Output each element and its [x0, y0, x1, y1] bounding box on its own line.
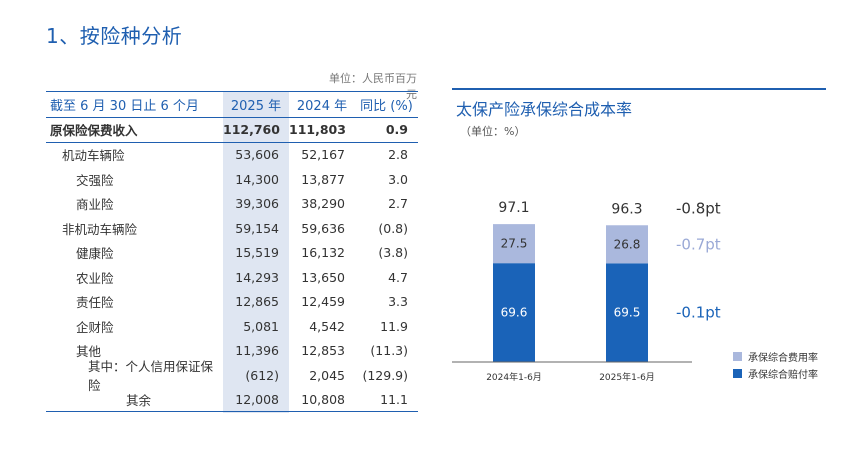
table-row: 企财险 5,081 4,542 11.9 [46, 314, 418, 339]
row-label: 健康险 [76, 246, 114, 262]
header-yoy: 同比 (%) [360, 99, 413, 114]
label-total-1: 96.3 [611, 201, 642, 217]
cell-2024: 16,132 [301, 245, 345, 261]
cell-yoy: (0.8) [378, 220, 408, 236]
table-row: 交强险 14,300 13,877 3.0 [46, 167, 418, 192]
row-label: 责任险 [76, 295, 114, 311]
row-label: 其中：个人信用保证保险 [88, 359, 214, 394]
chart-title: 太保产险承保综合成本率 [456, 100, 633, 119]
cell-yoy: 11.1 [380, 391, 408, 407]
highlight-column-2025 [223, 91, 289, 413]
cell-2025: 12,865 [235, 294, 279, 310]
cell-2025: 11,396 [235, 343, 279, 359]
table-row: 商业险 39,306 38,290 2.7 [46, 192, 418, 217]
cell-2024: 13,650 [301, 269, 345, 285]
row-label: 原保险保费收入 [50, 123, 138, 139]
premium-table: 截至 6 月 30 日止 6 个月 2025 年 2024 年 同比 (%) 原… [46, 91, 418, 413]
cell-2025: 15,519 [235, 245, 279, 261]
label-expense-0: 27.5 [501, 237, 528, 251]
change-label-2: -0.1pt [676, 304, 721, 322]
row-label: 非机动车辆险 [62, 221, 138, 237]
cell-yoy: 3.0 [388, 171, 408, 187]
table-row: 农业险 14,293 13,650 4.7 [46, 265, 418, 290]
cell-2024: 10,808 [301, 391, 345, 407]
cell-2024: 4,542 [309, 318, 345, 334]
bar-loss-0 [493, 263, 535, 362]
cell-2024: 111,803 [289, 122, 346, 138]
chart-unit: （单位：%） [460, 125, 526, 138]
table-row: 其余 12,008 10,808 11.1 [46, 388, 418, 412]
cell-yoy: 11.9 [380, 318, 408, 334]
table-row: 责任险 12,865 12,459 3.3 [46, 290, 418, 315]
table-row: 健康险 15,519 16,132 (3.8) [46, 241, 418, 266]
cell-yoy: 2.7 [388, 196, 408, 212]
legend-item-loss: 承保综合赔付率 [733, 365, 818, 382]
cell-2025: 12,008 [235, 391, 279, 407]
table-row: 其中：个人信用保证保险 (612) 2,045 (129.9) [46, 359, 418, 393]
row-label: 其余 [126, 392, 152, 408]
label-total-0: 97.1 [498, 200, 529, 216]
header-2025: 2025 年 [230, 99, 282, 114]
cell-2024: 13,877 [301, 171, 345, 187]
header-2024: 2024 年 [296, 99, 348, 114]
cell-yoy: (11.3) [370, 343, 408, 359]
category-label-0: 2024年1-6月 [486, 371, 542, 383]
label-expense-1: 26.8 [614, 237, 641, 251]
table-row: 原保险保费收入 112,760 111,803 0.9 [46, 118, 418, 143]
cell-2024: 38,290 [301, 196, 345, 212]
table-unit-label: 单位：人民币百万元 [329, 72, 417, 101]
row-label: 其他 [76, 344, 102, 360]
bar-expense-1 [606, 225, 648, 264]
cell-yoy: (3.8) [378, 245, 408, 261]
cell-yoy: (129.9) [362, 367, 408, 383]
cell-2025: 14,293 [235, 269, 279, 285]
cell-2025: 59,154 [235, 220, 279, 236]
cell-yoy: 3.3 [388, 294, 408, 310]
change-label-1: -0.7pt [676, 235, 721, 253]
bar-loss-1 [606, 263, 648, 362]
cell-2025: 53,606 [235, 147, 279, 163]
cell-yoy: 2.8 [388, 147, 408, 163]
label-loss-1: 69.5 [614, 306, 641, 320]
row-label: 机动车辆险 [62, 148, 125, 164]
cell-2024: 2,045 [309, 367, 345, 383]
header-period: 截至 6 月 30 日止 6 个月 [50, 99, 199, 114]
row-label: 交强险 [76, 172, 114, 188]
legend-label-expense: 承保综合费用率 [748, 353, 818, 364]
legend-swatch-expense [733, 352, 742, 361]
cell-2024: 12,459 [301, 294, 345, 310]
cell-2024: 12,853 [301, 343, 345, 359]
cell-2025: 39,306 [235, 196, 279, 212]
chart-legend: 承保综合费用率 承保综合赔付率 [733, 348, 818, 382]
table-body: 原保险保费收入 112,760 111,803 0.9 机动车辆险 53,606 52,16… [46, 118, 418, 412]
row-label: 农业险 [76, 270, 114, 286]
row-label: 企财险 [76, 319, 114, 335]
cell-2025: (612) [245, 367, 279, 383]
row-label: 商业险 [76, 197, 114, 213]
table-row: 其他 11,396 12,853 (11.3) [46, 339, 418, 364]
cell-2024: 59,636 [301, 220, 345, 236]
change-label-0: -0.8pt [676, 199, 721, 217]
cell-yoy: 0.9 [385, 122, 408, 138]
label-loss-0: 69.6 [501, 306, 528, 320]
table-row: 非机动车辆险 59,154 59,636 (0.8) [46, 216, 418, 241]
combined-ratio-chart: 69.6 27.5 97.1 2024年1-6月 69.5 26.8 96.3 2025年1-… [452, 199, 721, 383]
category-label-1: 2025年1-6月 [599, 371, 655, 383]
legend-swatch-loss [733, 369, 742, 378]
cell-2024: 52,167 [301, 147, 345, 163]
cell-2025: 14,300 [235, 171, 279, 187]
legend-label-loss: 承保综合赔付率 [748, 370, 818, 381]
cell-2025: 112,760 [223, 122, 280, 138]
legend-item-expense: 承保综合费用率 [733, 348, 818, 365]
cell-yoy: 4.7 [388, 269, 408, 285]
cell-2025: 5,081 [243, 318, 279, 334]
table-row: 机动车辆险 53,606 52,167 2.8 [46, 143, 418, 168]
table-header-row: 截至 6 月 30 日止 6 个月 2025 年 2024 年 同比 (%) [46, 91, 418, 118]
page-title: 1、按险种分析 [46, 24, 183, 48]
bar-expense-0 [493, 224, 535, 264]
chart-top-rule [452, 88, 826, 90]
